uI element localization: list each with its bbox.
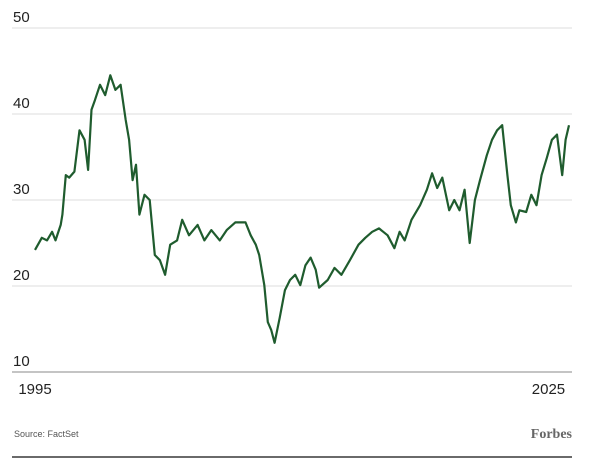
y-tick-label: 30 xyxy=(13,181,30,198)
x-tick-label: 2025 xyxy=(532,381,565,398)
x-tick-label: 1995 xyxy=(18,381,51,398)
y-tick-label: 20 xyxy=(13,267,30,284)
y-tick-label: 10 xyxy=(13,353,30,370)
source-note: Source: FactSet xyxy=(14,429,79,439)
y-tick-label: 50 xyxy=(13,9,30,26)
data-line xyxy=(34,74,571,344)
y-tick-label: 40 xyxy=(13,95,30,112)
brand-logo: Forbes xyxy=(531,427,573,442)
